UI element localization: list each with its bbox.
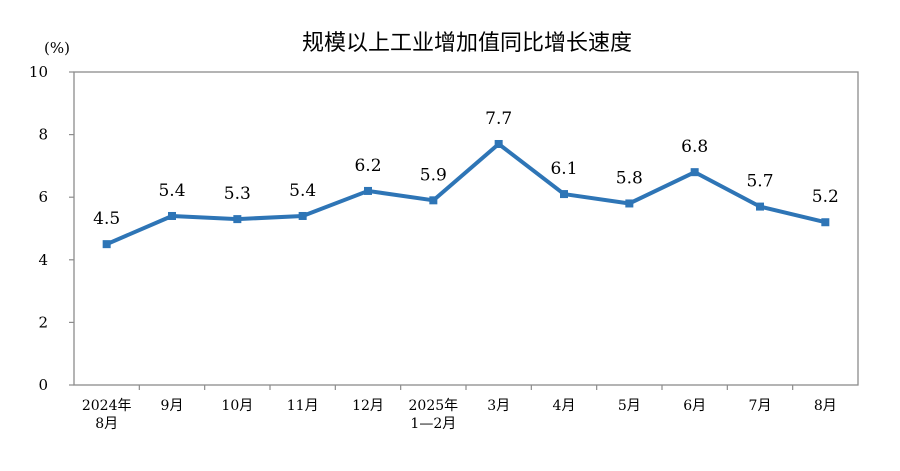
x-tick-label: 12月 [352,398,384,414]
y-tick-label: 4 [38,251,48,269]
x-tick-label: 1—2月 [410,416,456,432]
y-tick-label: 6 [38,188,48,206]
data-label: 6.1 [550,159,577,179]
data-labels: 4.5 5.4 5.3 5.4 6.2 5.9 7.7 6.1 5.8 6.8 5.7 5.2 [93,109,839,229]
series-layer [102,139,830,249]
x-tick-label: 8月 [814,398,837,414]
x-tick-label: 10月 [221,398,253,414]
x-tick-label: 8月 [95,416,118,432]
data-label: 5.9 [420,165,447,185]
data-label: 4.5 [93,209,120,229]
data-point-marker [625,199,634,208]
x-tick-label: 4月 [553,398,576,414]
data-label: 5.7 [746,172,773,192]
data-label: 5.4 [158,181,185,201]
data-point-marker [298,211,307,220]
x-axis: 2024年 8月 9月 10月 11月 12月 2025年 1—2月 3月 4月 5月 6月 7月 8月 [82,385,837,432]
x-tick-label: 7月 [749,398,772,414]
data-point-marker [560,190,568,199]
y-tick-label: 2 [38,313,48,331]
x-tick-label: 2025年 [409,398,459,414]
chart-title: 规模以上工业增加值同比增长速度 [302,31,632,56]
x-tick-label: 2024年 [82,398,132,414]
data-point-marker [233,215,242,224]
data-label: 5.2 [812,187,839,207]
x-tick-label: 3月 [487,398,510,414]
x-tick-label: 9月 [161,398,184,414]
y-axis-unit-label: (%) [44,39,70,57]
data-point-marker [494,139,503,148]
data-point-marker [102,240,111,249]
plot-area-frame [73,71,859,386]
data-label: 6.8 [681,137,708,157]
data-point-marker [364,186,372,195]
data-point-marker [429,196,438,205]
y-tick-label: 0 [38,376,48,394]
x-tick-label: 11月 [287,398,319,414]
x-tick-label: 5月 [618,398,641,414]
data-label: 7.7 [485,109,512,129]
y-tick-label: 10 [29,63,48,81]
y-axis: 0 2 4 6 8 10 [29,63,74,394]
data-point-marker [168,211,176,220]
x-tick-label: 6月 [683,398,706,414]
data-label: 6.2 [354,156,381,176]
series-line [105,141,826,246]
y-tick-label: 8 [38,126,48,144]
data-label: 5.8 [616,168,643,188]
data-point-marker [756,202,764,211]
data-point-marker [821,218,830,227]
data-point-marker [690,168,699,177]
data-label: 5.3 [224,184,251,204]
data-label: 5.4 [289,181,316,201]
